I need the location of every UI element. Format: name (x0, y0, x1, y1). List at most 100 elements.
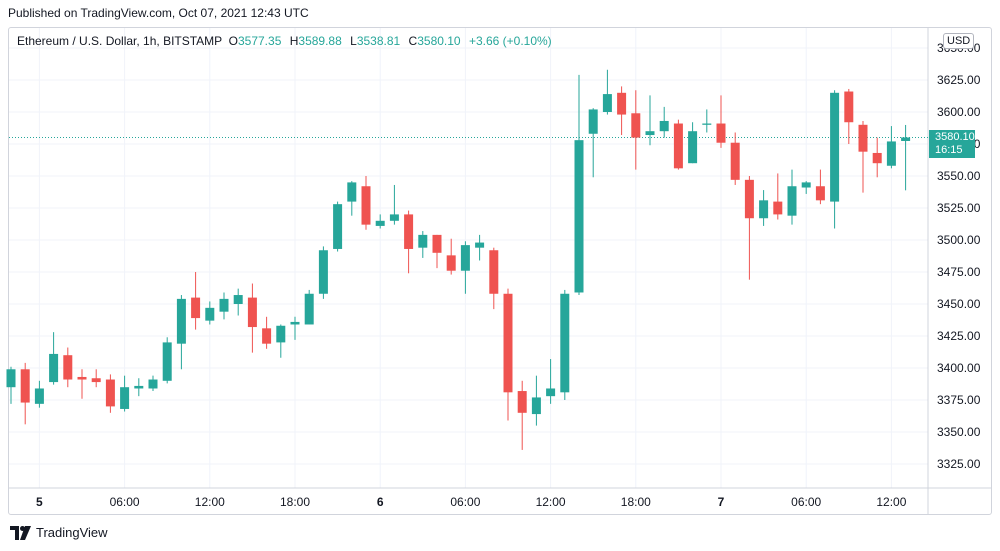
candle-body (134, 385, 144, 389)
x-tick-label: 12:00 (195, 495, 225, 509)
candle-body (304, 293, 314, 325)
candle-body (844, 91, 854, 123)
candle-body (759, 200, 769, 219)
ohlc-legend: Ethereum / U.S. Dollar, 1h, BITSTAMP O 35… (17, 34, 557, 48)
candle-body (20, 369, 30, 403)
candle-body (404, 214, 414, 249)
candle-body (460, 245, 470, 271)
candle-body (333, 204, 343, 249)
y-tick-label: 3400.00 (937, 361, 981, 375)
candle-body (801, 182, 811, 188)
candle-body (176, 298, 186, 344)
candle-body (574, 140, 584, 293)
x-tick-label: 12:00 (536, 495, 566, 509)
y-tick-label: 3475.00 (937, 265, 981, 279)
x-tick-label: 7 (718, 495, 725, 509)
close-key: C (408, 34, 418, 48)
candle-body (63, 355, 73, 380)
candle-body (830, 92, 840, 202)
candle-body (49, 353, 59, 383)
x-tick-label: 12:00 (876, 495, 906, 509)
candle-body (290, 321, 300, 325)
y-tick-label: 3600.00 (937, 105, 981, 119)
candle-body (503, 293, 513, 393)
symbol-label: Ethereum / U.S. Dollar, 1h, BITSTAMP (17, 34, 222, 48)
candle-body (645, 131, 655, 136)
candle-body (688, 131, 698, 164)
candle-body (162, 342, 172, 381)
x-tick-label: 18:00 (280, 495, 310, 509)
candle-body (716, 123, 726, 143)
y-tick-label: 3325.00 (937, 457, 981, 471)
candle-body (631, 113, 641, 138)
candle-body (318, 250, 328, 294)
candle-body (191, 297, 201, 319)
candle-body (773, 201, 783, 215)
candle-body (901, 137, 911, 141)
candle-body (702, 123, 712, 125)
published-caption: Published on TradingView.com, Oct 07, 20… (8, 6, 309, 20)
y-tick-label: 3450.00 (937, 297, 981, 311)
high-value: 3589.88 (298, 34, 342, 48)
candle-body (120, 387, 130, 409)
candle-body (262, 328, 272, 344)
candle-body (531, 397, 541, 415)
candle-body (247, 297, 257, 328)
high-key: H (289, 34, 299, 48)
candle-body (546, 388, 556, 397)
x-tick-label: 6 (377, 495, 384, 509)
candle-body (389, 214, 399, 221)
candle-body (560, 293, 570, 393)
candle-body (432, 234, 442, 253)
candle-body (34, 388, 44, 404)
chart-frame[interactable] (8, 27, 992, 515)
candle-body (588, 109, 598, 134)
tradingview-footer[interactable]: TradingView (10, 525, 108, 540)
candle-body (475, 242, 485, 248)
change-value: +3.66 (+0.10%) (468, 34, 552, 48)
low-value: 3538.81 (356, 34, 401, 48)
candle-body (602, 94, 612, 112)
candle-body (91, 378, 101, 383)
close-value: 3580.10 (417, 34, 461, 48)
y-tick-label: 3525.00 (937, 201, 981, 215)
candle-body (446, 255, 456, 271)
candle-body (815, 186, 825, 201)
candle-body (617, 92, 627, 115)
candle-body (730, 142, 740, 180)
last-price-tag: 3580.10 16:15 (929, 130, 975, 158)
candle-body (205, 307, 215, 321)
tradingview-logo-icon (10, 525, 32, 540)
x-tick-label: 18:00 (621, 495, 651, 509)
candle-body (673, 123, 683, 169)
candle-body (347, 182, 357, 202)
candle-body (276, 325, 286, 343)
bar-countdown: 16:15 (935, 144, 963, 156)
tradingview-brand: TradingView (36, 525, 108, 540)
candle-body (517, 391, 527, 413)
y-tick-label: 3625.00 (937, 73, 981, 87)
candle-body (233, 295, 243, 304)
x-tick-label: 06:00 (791, 495, 821, 509)
candle-body (872, 152, 882, 164)
x-tick-label: 06:00 (450, 495, 480, 509)
candle-body (418, 234, 428, 248)
low-key: L (350, 34, 357, 48)
currency-badge[interactable]: USD (943, 33, 975, 49)
last-price-value: 3580.10 (935, 131, 975, 143)
candle-body (787, 186, 797, 216)
candle-body (744, 179, 754, 219)
candle-body (105, 379, 115, 407)
x-tick-label: 06:00 (110, 495, 140, 509)
open-key: O (228, 34, 238, 48)
candle-body (219, 298, 229, 312)
candle-body (375, 220, 385, 226)
y-tick-label: 3375.00 (937, 393, 981, 407)
candle-body (659, 120, 669, 132)
candle-body (77, 376, 87, 380)
candle-body (886, 141, 896, 166)
y-tick-label: 3550.00 (937, 169, 981, 183)
y-tick-label: 3425.00 (937, 329, 981, 343)
y-tick-label: 3350.00 (937, 425, 981, 439)
